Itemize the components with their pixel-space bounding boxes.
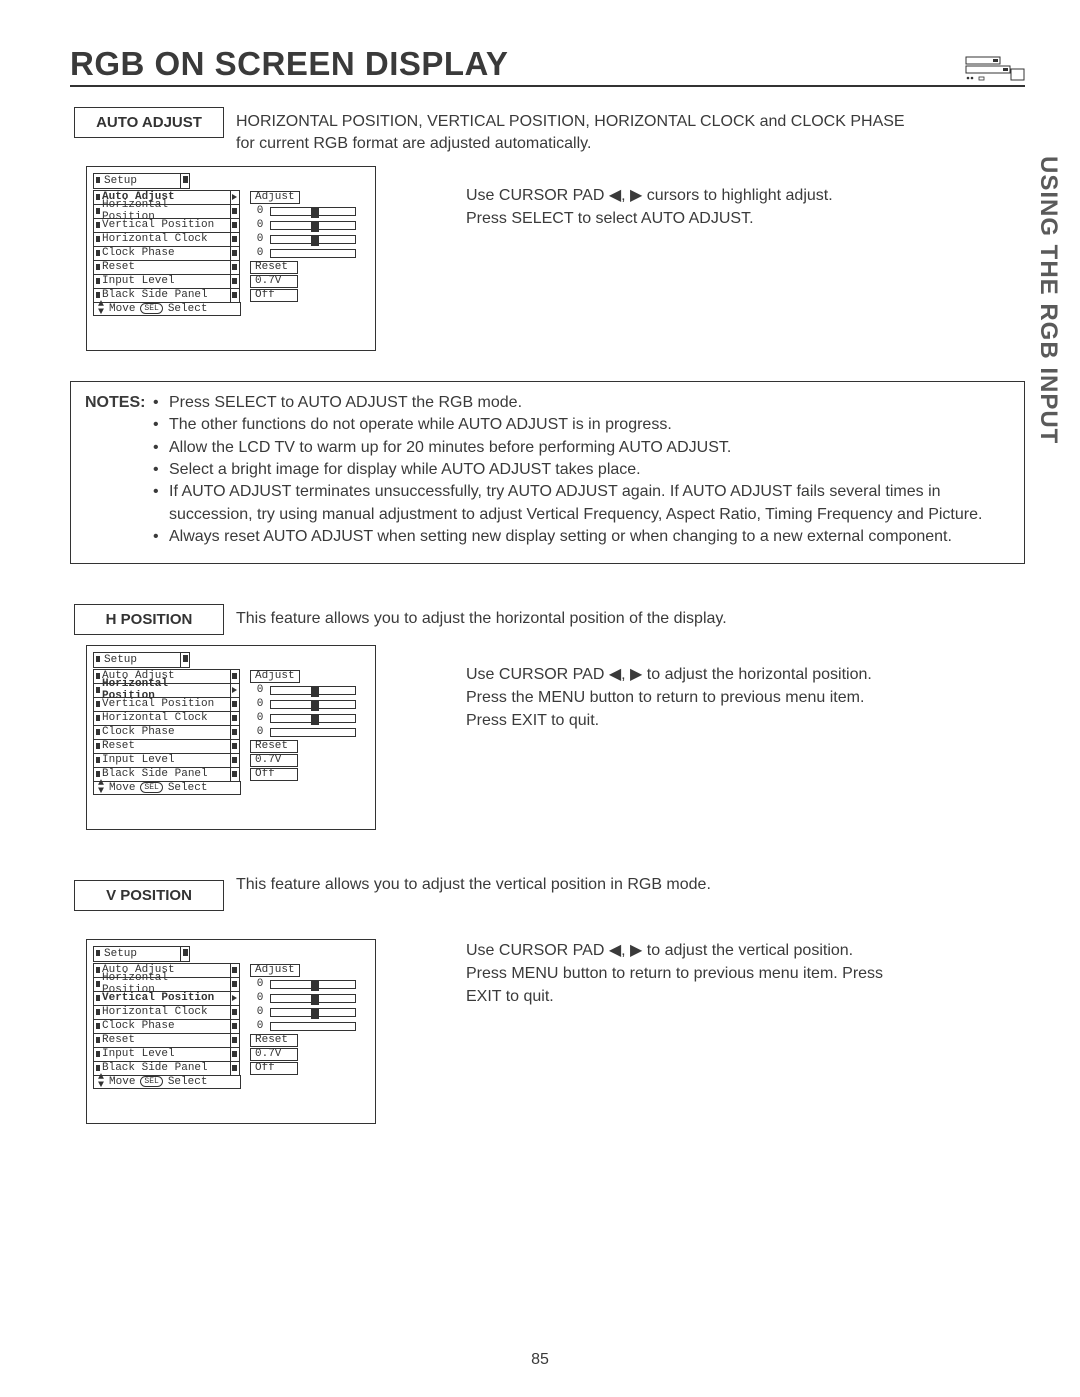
osd-row-input-level: Input Level 0.7V [93,1048,369,1062]
osd-row-vpos: Vertical Position 0 [93,698,369,712]
side-tab: USING THE RGB INPUT [1034,156,1062,444]
osd-row-hpos: Horizontal Position 0 [93,684,369,698]
osd-title: Setup [93,173,181,189]
desc-h-position: This feature allows you to adjust the ho… [236,604,727,630]
osd-row-vpos: Vertical Position 0 [93,992,369,1006]
osd-row-blackside: Black Side Panel Off [93,1062,369,1076]
note-item: Press SELECT to AUTO ADJUST the RGB mode… [169,392,1010,414]
section-auto-adjust: AUTO ADJUST HORIZONTAL POSITION, VERTICA… [70,107,1025,351]
osd-row-vpos: Vertical Position 0 [93,219,369,233]
osd-row-input-level: Input Level 0.7V [93,275,369,289]
note-item: If AUTO ADJUST terminates unsuccessfully… [169,481,1010,526]
page-title: RGB ON SCREEN DISPLAY [70,45,965,83]
page-number: 85 [0,1351,1080,1369]
osd-row-blackside: Black Side Panel Off [93,289,369,303]
osd-row-hpos: Horizontal Position 0 [93,978,369,992]
osd-row-clockphase: Clock Phase 0 [93,1020,369,1034]
osd-row-clockphase: Clock Phase 0 [93,726,369,740]
label-auto-adjust: AUTO ADJUST [74,107,224,138]
label-v-position: V POSITION [74,880,224,911]
osd-row-reset: Reset Reset [93,261,369,275]
device-icon [965,55,1025,83]
tip-v-position: Use CURSOR PAD ◀, ▶ to adjust the vertic… [466,939,906,1009]
notes-box: NOTES: • Press SELECT to AUTO ADJUST the… [70,381,1025,564]
note-item: Select a bright image for display while … [169,459,1010,481]
tip-auto-adjust: Use CURSOR PAD ◀, ▶ cursors to highlight… [466,166,833,230]
notes-head: NOTES: [85,392,153,414]
note-item: Always reset AUTO ADJUST when setting ne… [169,526,1010,548]
osd-row-hclock: Horizontal Clock 0 [93,1006,369,1020]
osd-footer: ▲▼ Move SEL Select [93,302,241,316]
section-v-position: V POSITION This feature allows you to ad… [70,880,1025,1124]
title-bar: RGB ON SCREEN DISPLAY [70,45,1025,87]
note-item: Allow the LCD TV to warm up for 20 minut… [169,437,1010,459]
osd-row-blackside: Black Side Panel Off [93,768,369,782]
osd-row-input-level: Input Level 0.7V [93,754,369,768]
osd-menu-auto-adjust: Setup Auto Adjust Adjust Horizontal Posi… [86,166,376,351]
osd-menu-h-position: Setup Auto Adjust Adjust Horizontal Posi… [86,645,376,830]
desc-auto-adjust: HORIZONTAL POSITION, VERTICAL POSITION, … [236,107,916,156]
osd-menu-v-position: Setup Auto Adjust Adjust Horizontal Posi… [86,939,376,1124]
tip-h-position: Use CURSOR PAD ◀, ▶ to adjust the horizo… [466,645,906,733]
osd-row-reset: Reset Reset [93,740,369,754]
osd-row-reset: Reset Reset [93,1034,369,1048]
label-h-position: H POSITION [74,604,224,635]
note-item: The other functions do not operate while… [169,414,1010,436]
osd-row-hpos: Horizontal Position 0 [93,205,369,219]
osd-row-hclock: Horizontal Clock 0 [93,712,369,726]
osd-row-hclock: Horizontal Clock 0 [93,233,369,247]
section-h-position: H POSITION This feature allows you to ad… [70,604,1025,830]
desc-v-position: This feature allows you to adjust the ve… [236,874,711,896]
osd-row-clockphase: Clock Phase 0 [93,247,369,261]
